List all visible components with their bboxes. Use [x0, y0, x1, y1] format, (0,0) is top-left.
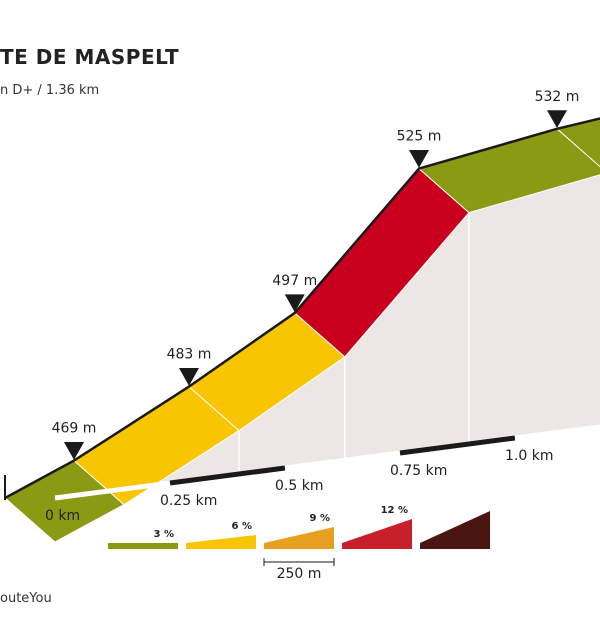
x-tick-label: 0 km — [45, 508, 80, 524]
elevation-marker-icon — [408, 150, 430, 168]
legend-label: 9 % — [310, 513, 330, 524]
legend-label: 3 % — [154, 529, 174, 540]
elevation-marker-label: 497 m — [272, 273, 317, 289]
elevation-marker-label: 469 m — [52, 421, 97, 437]
x-tick-label: 1.0 km — [505, 448, 553, 464]
elevation-marker-icon — [284, 294, 305, 313]
axis-segment — [284, 450, 401, 471]
legend-label: 12 % — [381, 505, 408, 516]
profile-area — [4, 117, 600, 543]
credit-text: outeYou — [0, 591, 52, 606]
x-tick-label: 0.75 km — [390, 463, 447, 479]
gradient-segment — [555, 118, 600, 168]
elevation-marker-icon — [63, 442, 85, 460]
elevation-marker-icon — [546, 110, 568, 129]
legend-swatch — [342, 519, 412, 549]
legend-swatch — [420, 511, 490, 549]
x-tick-label: 0.5 km — [275, 478, 323, 494]
x-tick-label: 0.25 km — [160, 493, 217, 509]
elevation-marker-label: 525 m — [397, 129, 442, 145]
chart-subtitle: n D+ / 1.36 km — [0, 83, 99, 98]
elevation-marker-label: 532 m — [535, 89, 580, 105]
scale-label: 250 m — [277, 566, 322, 582]
profile-front-face — [55, 174, 600, 542]
axis-segment — [514, 424, 600, 441]
axis-segment — [169, 465, 286, 486]
elevation-marker-icon — [178, 368, 200, 386]
profile-ridge-line — [4, 117, 600, 500]
elevation-marker-label: 483 m — [167, 347, 212, 363]
legend-swatch — [186, 535, 256, 549]
legend-swatch — [108, 543, 178, 549]
chart-title: TE DE MASPELT — [0, 45, 179, 69]
gradient-legend: 3 % 6 % 9 % 12 % 250 m — [108, 505, 490, 582]
axis-segment — [399, 435, 516, 456]
axis-segment — [54, 480, 171, 501]
distance-axis: 0 km0.25 km0.5 km0.75 km1.0 km1.2 — [4, 424, 600, 524]
legend-swatch — [264, 527, 334, 549]
legend-label: 6 % — [232, 521, 252, 532]
